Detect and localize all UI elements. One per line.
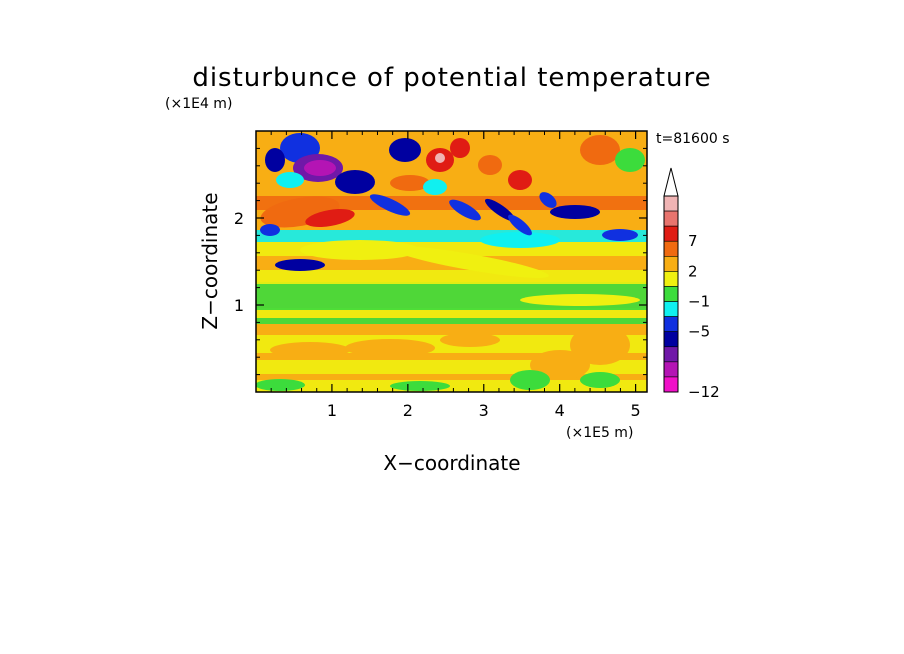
y-unit-label: (×1E4 m) [165,96,232,112]
field-cell [580,372,620,388]
colorbar-segment [663,301,679,317]
chart-title: disturbunce of potential temperature [192,63,711,93]
field-cell [580,135,620,165]
colorbar-extend-arrow [663,167,679,197]
colorbar-segment [663,346,679,363]
field-cell [260,224,280,236]
field-cell [304,160,336,176]
x-tick-label: 1 [327,401,337,420]
time-label: t=81600 s [656,131,730,147]
field-cell [305,209,355,227]
colorbar-segment [663,256,679,272]
colorbar-label: 2 [688,262,698,280]
y-axis: 12 [234,147,647,376]
field-cell [508,170,532,190]
field-cell [484,198,516,222]
x-tick-label: 3 [479,401,489,420]
field-cell [539,192,557,208]
field-cell [265,148,285,172]
field-cell [390,175,430,191]
x-tick-label: 5 [631,401,641,420]
field-band [256,380,647,392]
colorbar-segment [663,361,679,378]
colorbar-label: −12 [688,383,720,401]
field-cell [340,138,380,162]
y-tick-label: 2 [234,209,244,228]
colorbar-segment [663,271,679,287]
field-cell [480,232,560,248]
field-cell [345,339,435,357]
colorbar-label: −5 [688,323,710,341]
field-cell [423,179,447,195]
x-tick-label: 2 [403,401,413,420]
colorbar-segment [663,195,679,212]
field-cell [510,370,550,390]
field-cell [276,172,304,188]
colorbar-segment [663,210,679,227]
field-cell [570,325,630,365]
field-cell [435,153,445,163]
x-axis: 1 2 3 4 5 [270,131,641,420]
field-cell [602,229,638,241]
field-cell [389,138,421,162]
colorbar-segment [663,240,679,257]
field-cell [548,153,572,177]
field-cell [391,246,549,278]
field-cell [270,342,350,358]
y-tick-label: 1 [234,296,244,315]
field-cell [300,240,420,260]
field-band [256,270,647,284]
field-cell [450,138,470,158]
field-cell [615,148,645,172]
field-cell [440,333,500,347]
x-axis-label: X−coordinate [383,451,520,475]
colorbar-segment [663,225,679,242]
field-cell [478,155,502,175]
colorbar-segment [663,376,679,393]
colorbar-label: −1 [688,293,710,311]
colorbar: 7 2 −1 −5 −12 [663,167,720,401]
field-cell [508,214,532,236]
x-unit-label: (×1E5 m) [566,425,633,441]
field-band [256,308,647,318]
field-cell [550,205,600,219]
field-cell [335,170,375,194]
field-cell [449,199,481,221]
plot-frame [255,130,648,393]
field-cell [369,194,411,216]
x-tick-label: 4 [555,401,565,420]
colorbar-segment [663,316,679,332]
colorbar-label: 7 [688,232,698,250]
field-band [256,230,647,242]
field-cell [390,381,450,391]
field-cell [520,294,640,306]
field-cell [256,379,305,391]
field-cell [275,259,325,271]
y-axis-label: Z−coordinate [198,192,222,329]
colorbar-frame [663,195,679,393]
colorbar-segment [663,286,679,302]
field-cell [530,350,590,380]
colorbar-segment [663,331,679,348]
field-band [256,318,647,324]
temperature-field [256,131,647,392]
